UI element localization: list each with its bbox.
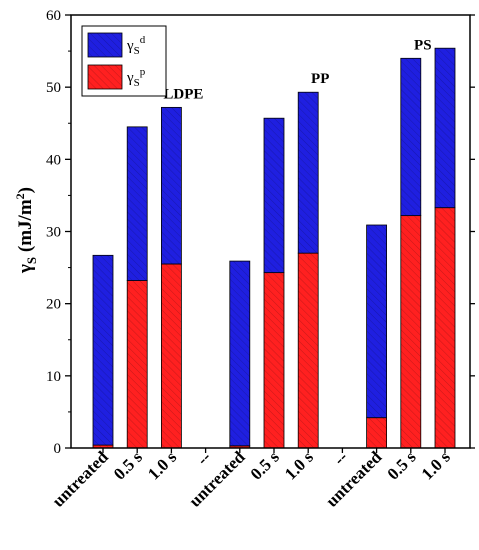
bar-segment-polar-hatch (264, 272, 284, 448)
group-label: LDPE (163, 86, 203, 102)
bar-segment-polar-hatch (229, 445, 250, 448)
bar-segment-dispersive-hatch (127, 126, 148, 281)
y-axis-title: γS (mJ/m2) (13, 187, 39, 274)
bar-segment-dispersive-hatch (435, 48, 455, 208)
group-label: PP (311, 71, 329, 87)
y-tick-label: 20 (46, 297, 61, 313)
x-tick-label: 1.0 s (281, 447, 317, 483)
y-tick-label: 40 (46, 152, 61, 168)
bar-segment-polar-hatch (298, 253, 319, 448)
axes-layer (65, 14, 475, 453)
legend-key-polar-hatch (88, 65, 122, 89)
legend: γSd γSp (81, 25, 167, 97)
x-tick-label: 0.5 s (247, 447, 283, 483)
y-tick-label: 30 (46, 225, 61, 241)
x-tick-label: 0.5 s (383, 447, 419, 483)
x-tick-label: -- (330, 447, 352, 469)
bar-segment-dispersive-hatch (400, 58, 421, 216)
bar-segment-dispersive-hatch (366, 225, 387, 418)
y-tick-label: 50 (46, 80, 61, 96)
bar-segment-dispersive-hatch (93, 255, 113, 446)
y-tick-label: 10 (46, 369, 61, 385)
bar-segment-dispersive-hatch (298, 92, 319, 254)
bar-segment-polar-hatch (435, 207, 455, 448)
x-tick-label: 1.0 s (418, 447, 454, 483)
bar-segment-dispersive-hatch (229, 261, 250, 446)
group-label: PS (414, 37, 432, 53)
y-tick-label: 60 (46, 8, 61, 24)
bar-segment-dispersive-hatch (161, 107, 182, 264)
x-tick-label: 1.0 s (144, 447, 180, 483)
bars-layer (92, 47, 456, 449)
y-tick-label: 0 (54, 441, 62, 457)
legend-key-dispersive-hatch (88, 33, 122, 57)
bar-segment-polar-hatch (400, 215, 421, 448)
x-tick-label: 0.5 s (110, 447, 146, 483)
bar-segment-polar-hatch (93, 445, 113, 448)
bar-segment-polar-hatch (366, 417, 387, 448)
x-tick-label: -- (193, 447, 215, 469)
bar-segment-dispersive-hatch (264, 118, 284, 273)
legend-label-dispersive: γSd (126, 34, 146, 57)
bar-segment-polar-hatch (127, 280, 148, 448)
bar-segment-polar-hatch (161, 263, 182, 448)
legend-label-polar: γSp (126, 66, 146, 89)
